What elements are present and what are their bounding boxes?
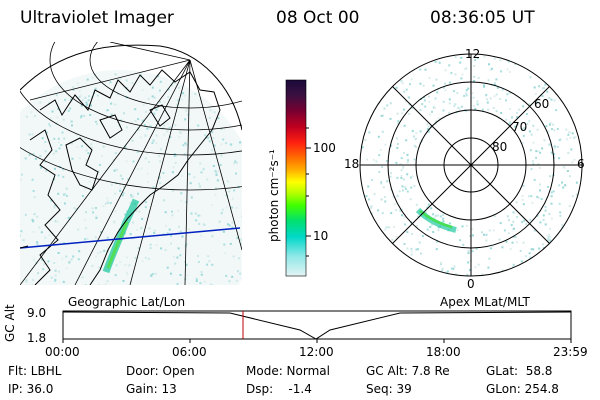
altitude-ytick-top: 9.0 [27,306,47,320]
polar-lat-60: 60 [534,97,550,111]
altitude-curve [62,311,572,340]
colorbar-unit-label: photon cm⁻²s⁻¹ [267,149,281,242]
geo-lat-grid [20,42,242,191]
altitude-ytick-bottom: 1.8 [27,331,47,345]
polar-map-caption: Apex MLat/MLT [440,295,530,309]
info-seq: Seq: 39 [366,382,412,396]
colorbar-tick-100: 100 [313,141,336,155]
altitude-xticks [62,339,572,343]
geo-map [20,42,242,285]
polar-mlt-18: 18 [344,157,360,171]
app-title: Ultraviolet Imager [20,8,174,28]
info-mode: Mode: Normal [246,364,330,378]
altitude-xtick-0: 00:00 [45,345,80,359]
geo-map-caption: Geographic Lat/Lon [68,295,186,309]
polar-map [359,53,583,277]
info-door: Door: Open [126,364,195,378]
altitude-plot [62,310,572,343]
altitude-xtick-1: 06:00 [172,345,207,359]
polar-mlt-6: 6 [577,157,585,171]
polar-lat-80: 80 [492,140,508,154]
polar-mlt-0: 0 [467,277,475,291]
info-gain: Gain: 13 [126,382,177,396]
altitude-frame [62,310,572,340]
geo-terminator [20,227,241,249]
colorbar-ticks [306,127,311,257]
polar-lat-70: 70 [512,120,528,134]
colorbar [285,79,307,277]
info-glat: GLat: 58.8 [486,364,553,378]
colorbar-tick-10: 10 [313,229,329,243]
info-glon: GLon: 254.8 [486,382,559,396]
geo-speckle [20,73,242,285]
info-filter: Flt: LBHL [8,364,62,378]
altitude-xtick-4: 23:59 [553,345,588,359]
altitude-ylabel: GC Alt [3,304,17,342]
time-label: 08:36:05 UT [430,8,535,28]
polar-mlt-12: 12 [465,47,481,61]
altitude-xtick-2: 12:00 [299,345,334,359]
date-label: 08 Oct 00 [276,8,360,28]
altitude-xtick-3: 18:00 [426,345,461,359]
info-dsp: Dsp: -1.4 [246,382,312,396]
info-ip: IP: 36.0 [8,382,54,396]
polar-grid [359,53,583,277]
polar-speckle [361,55,578,276]
info-gc-alt: GC Alt: 7.8 Re [366,364,450,378]
geo-coastline [39,69,221,285]
